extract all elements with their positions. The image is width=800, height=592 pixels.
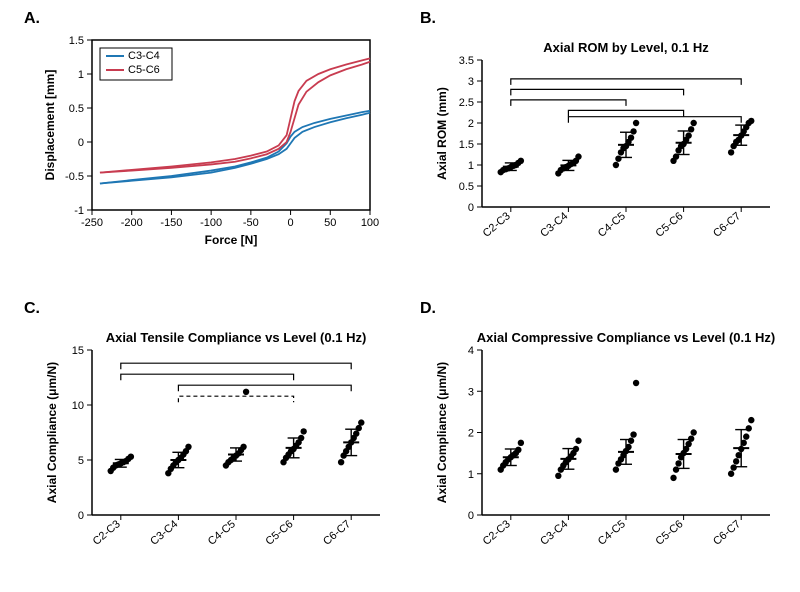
- panel-a-label: A.: [24, 10, 40, 28]
- svg-text:C6-C7: C6-C7: [711, 210, 743, 240]
- svg-text:50: 50: [324, 217, 336, 229]
- svg-text:2: 2: [468, 118, 474, 130]
- svg-text:10: 10: [72, 400, 84, 412]
- svg-text:Force [N]: Force [N]: [205, 233, 258, 247]
- svg-text:C2-C3: C2-C3: [481, 518, 513, 548]
- svg-text:-250: -250: [81, 217, 103, 229]
- panel-c-svg: Axial Tensile Compliance vs Level (0.1 H…: [40, 320, 390, 565]
- svg-text:1: 1: [468, 469, 474, 481]
- svg-text:C4-C5: C4-C5: [596, 518, 628, 548]
- svg-text:0: 0: [468, 202, 474, 214]
- svg-text:-0.5: -0.5: [65, 171, 84, 183]
- svg-text:15: 15: [72, 345, 84, 357]
- panel-a-svg: -250 -200 -150 -100 -50 0 50 100 -1 -0.5 0 0.5 1 1.5 F…: [40, 30, 380, 250]
- svg-text:Axial Compressive Compliance v: Axial Compressive Compliance vs Level (0…: [477, 330, 775, 345]
- svg-text:C5-C6: C5-C6: [263, 518, 295, 548]
- panel-d-svg: Axial Compressive Compliance vs Level (0…: [430, 320, 780, 565]
- svg-text:-150: -150: [160, 217, 182, 229]
- panel-a: -250 -200 -150 -100 -50 0 50 100 -1 -0.5 0 0.5 1 1.5 F…: [40, 30, 380, 250]
- svg-text:Axial Compliance (μm/N): Axial Compliance (μm/N): [435, 362, 449, 503]
- svg-text:100: 100: [361, 217, 379, 229]
- svg-text:3: 3: [468, 386, 474, 398]
- svg-text:2.5: 2.5: [459, 97, 474, 109]
- svg-text:-50: -50: [243, 217, 259, 229]
- panel-b-label: B.: [420, 10, 436, 28]
- svg-text:4: 4: [468, 345, 474, 357]
- svg-text:0.5: 0.5: [69, 103, 84, 115]
- svg-text:1.5: 1.5: [69, 35, 84, 47]
- panel-d-label: D.: [420, 300, 436, 318]
- svg-text:-200: -200: [121, 217, 143, 229]
- svg-text:Axial ROM (mm): Axial ROM (mm): [435, 87, 449, 180]
- panel-c-label: C.: [24, 300, 40, 318]
- panel-d: Axial Compressive Compliance vs Level (0…: [430, 320, 780, 565]
- svg-text:-1: -1: [74, 205, 84, 217]
- svg-text:Displacement [mm]: Displacement [mm]: [43, 70, 57, 181]
- svg-text:1.5: 1.5: [459, 139, 474, 151]
- svg-text:C5-C6: C5-C6: [128, 64, 160, 76]
- svg-text:5: 5: [78, 455, 84, 467]
- svg-text:1: 1: [78, 69, 84, 81]
- svg-text:3: 3: [468, 76, 474, 88]
- svg-text:0: 0: [78, 137, 84, 149]
- svg-text:Axial Compliance (μm/N): Axial Compliance (μm/N): [45, 362, 59, 503]
- panel-b: Axial ROM by Level, 0.1 Hz 0 0.5 1 1.5 2 2.5 3 3…: [430, 30, 780, 255]
- svg-text:-100: -100: [200, 217, 222, 229]
- svg-text:C3-C4: C3-C4: [128, 50, 160, 62]
- panel-c: Axial Tensile Compliance vs Level (0.1 H…: [40, 320, 390, 565]
- svg-text:0: 0: [288, 217, 294, 229]
- svg-text:1: 1: [468, 160, 474, 172]
- svg-text:C4-C5: C4-C5: [206, 518, 238, 548]
- svg-text:0: 0: [468, 510, 474, 522]
- svg-text:C3-C4: C3-C4: [538, 518, 570, 548]
- svg-text:C6-C7: C6-C7: [321, 518, 353, 548]
- svg-text:C2-C3: C2-C3: [91, 518, 123, 548]
- svg-text:0.5: 0.5: [459, 181, 474, 193]
- svg-text:C3-C4: C3-C4: [538, 210, 570, 240]
- figure-wrap: A. -250-200-150-100-50050100-1-0.500.511…: [0, 0, 800, 592]
- svg-text:C4-C5: C4-C5: [596, 210, 628, 240]
- svg-text:C5-C6: C5-C6: [653, 210, 685, 240]
- svg-text:C3-C4: C3-C4: [148, 518, 180, 548]
- svg-text:3.5: 3.5: [459, 55, 474, 67]
- svg-text:C6-C7: C6-C7: [711, 518, 743, 548]
- svg-text:C5-C6: C5-C6: [653, 518, 685, 548]
- svg-text:Axial Tensile Compliance vs Le: Axial Tensile Compliance vs Level (0.1 H…: [106, 330, 367, 345]
- panel-b-svg: Axial ROM by Level, 0.1 Hz 0 0.5 1 1.5 2 2.5 3 3…: [430, 30, 780, 255]
- svg-text:C2-C3: C2-C3: [481, 210, 513, 240]
- svg-text:0: 0: [78, 510, 84, 522]
- svg-text:2: 2: [468, 428, 474, 440]
- svg-text:Axial ROM by Level, 0.1 Hz: Axial ROM by Level, 0.1 Hz: [543, 40, 709, 55]
